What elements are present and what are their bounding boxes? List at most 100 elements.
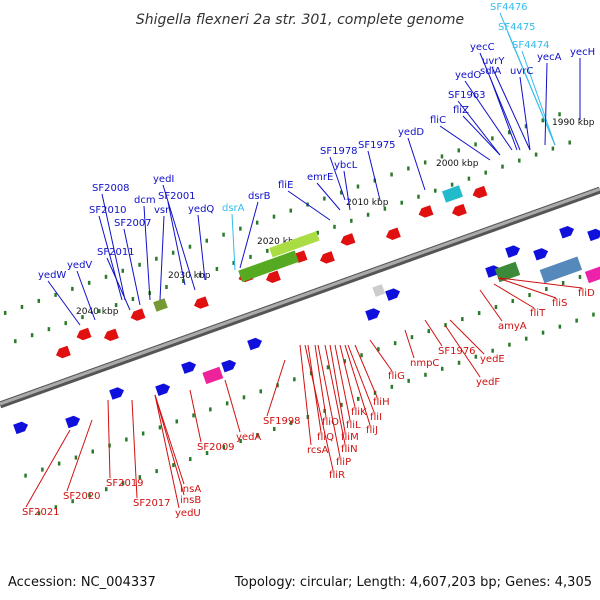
feature-block xyxy=(153,298,168,312)
reverse-gene-arrow xyxy=(418,205,434,218)
forward-gene-arrow xyxy=(587,228,600,242)
forward-gene-label[interactable]: SF2001 xyxy=(158,191,196,202)
reverse-gene-label[interactable]: rcsA xyxy=(307,445,329,456)
forward-gene-label[interactable]: yedQ xyxy=(188,204,214,215)
scale-label: 2020 kbp xyxy=(257,237,300,247)
leader-line xyxy=(369,339,393,372)
reverse-gene-label[interactable]: fliH xyxy=(373,397,390,408)
reverse-gene-label[interactable]: fliM xyxy=(341,432,359,443)
leader-line xyxy=(66,419,93,492)
reverse-gene-arrow xyxy=(55,345,71,359)
reverse-gene-label[interactable]: yedE xyxy=(480,354,505,365)
leader-line xyxy=(497,277,557,299)
reverse-gene-label[interactable]: fliG xyxy=(388,371,405,382)
leader-line xyxy=(343,170,351,211)
feature-block xyxy=(372,284,386,297)
reverse-gene-label[interactable]: fliO xyxy=(322,417,339,428)
forward-gene-label[interactable]: dsrA xyxy=(222,203,245,214)
forward-gene-label[interactable]: ybcL xyxy=(334,160,358,171)
forward-gene-label[interactable]: SF2008 xyxy=(92,183,130,194)
reverse-gene-label[interactable]: SF2019 xyxy=(106,478,144,489)
reverse-gene-label[interactable]: fliL xyxy=(346,420,361,431)
reverse-gene-label[interactable]: insA xyxy=(180,484,201,495)
reverse-gene-label[interactable]: fliN xyxy=(341,444,358,455)
reverse-gene-label[interactable]: yedA xyxy=(236,432,261,443)
forward-gene-label[interactable]: uvrC xyxy=(510,66,533,77)
forward-gene-label[interactable]: fliZ xyxy=(453,105,469,116)
forward-gene-label[interactable]: fliE xyxy=(278,180,293,191)
reverse-gene-label[interactable]: SF2009 xyxy=(197,442,235,453)
forward-gene-label[interactable]: SF2011 xyxy=(97,247,135,258)
feature-block xyxy=(238,250,299,283)
forward-gene-label[interactable]: emrE xyxy=(307,172,333,183)
forward-gene-label[interactable]: SF4474 xyxy=(512,40,550,51)
reverse-gene-label[interactable]: nmpC xyxy=(410,358,439,369)
forward-gene-label[interactable]: dsrB xyxy=(248,191,271,202)
reverse-gene-label[interactable]: fliP xyxy=(336,457,351,468)
leader-line xyxy=(25,429,71,508)
reverse-gene-label[interactable]: SF1998 xyxy=(263,416,301,427)
forward-gene-label[interactable]: fliC xyxy=(430,115,446,126)
forward-gene-label[interactable]: yedO xyxy=(455,70,481,81)
leader-line xyxy=(493,283,535,309)
leader-line xyxy=(404,329,415,359)
leader-line xyxy=(98,215,123,301)
forward-gene-label[interactable]: yecH xyxy=(570,47,595,58)
reverse-gene-label[interactable]: SF2021 xyxy=(22,507,60,518)
leader-line xyxy=(107,399,111,479)
forward-gene-label[interactable]: yedV xyxy=(67,260,92,271)
leader-line xyxy=(491,66,531,151)
forward-gene-label[interactable]: SF1975 xyxy=(358,140,396,151)
leader-line xyxy=(266,359,286,417)
leader-line xyxy=(329,344,346,433)
forward-gene-label[interactable]: SF1963 xyxy=(448,90,486,101)
scale-labels: 1990 kbp 2000 kbp 2010 kbp 2020 kbp 2030… xyxy=(76,118,595,317)
reverse-gene-label[interactable]: amyA xyxy=(498,321,527,332)
reverse-gene-label[interactable]: yedF xyxy=(476,377,500,388)
forward-gene-label[interactable]: yecA xyxy=(537,52,562,63)
reverse-gene-label[interactable]: fliK xyxy=(351,407,367,418)
leader-line xyxy=(324,344,346,445)
forward-gene-label[interactable]: SF4476 xyxy=(490,2,528,13)
reverse-gene-label[interactable]: SF1976 xyxy=(438,346,476,357)
reverse-gene-arrow xyxy=(340,233,356,246)
forward-gene-label[interactable]: yecC xyxy=(470,42,495,53)
forward-gene-arrow xyxy=(181,361,197,374)
forward-gene-label[interactable]: sdiA xyxy=(480,66,501,77)
forward-gene-label[interactable]: SF2010 xyxy=(89,205,127,216)
forward-gene-label[interactable]: SF2007 xyxy=(114,218,152,229)
leader-line xyxy=(167,201,186,286)
forward-gene-label[interactable]: dcm xyxy=(134,195,156,206)
reverse-gene-label[interactable]: SF2020 xyxy=(63,491,101,502)
forward-gene-arrow xyxy=(13,421,29,435)
forward-gene-label[interactable]: SF4475 xyxy=(498,22,536,33)
reverse-gene-label[interactable]: fliR xyxy=(329,470,345,481)
leader-line xyxy=(544,62,548,146)
forward-gene-label[interactable]: yedW xyxy=(38,270,66,281)
forward-gene-label[interactable]: yedI xyxy=(153,174,174,185)
forward-gene-label[interactable]: vsr xyxy=(154,205,170,216)
reverse-gene-label[interactable]: fliS xyxy=(552,298,567,309)
leader-line xyxy=(189,389,202,443)
forward-gene-label[interactable]: SF1978 xyxy=(320,146,358,157)
leader-line xyxy=(159,215,165,301)
reverse-gene-label[interactable]: fliQ xyxy=(317,432,334,443)
forward-gene-label[interactable]: uvrY xyxy=(482,56,505,67)
reverse-gene-label[interactable]: fliD xyxy=(578,288,595,299)
reverse-gene-arrow xyxy=(103,328,119,342)
forward-gene-arrow xyxy=(485,265,501,278)
reverse-gene-label[interactable]: insB xyxy=(180,495,201,506)
reverse-gene-label[interactable]: fliJ xyxy=(366,425,378,436)
reverse-gene-label[interactable]: yedU xyxy=(175,508,201,519)
leader-line xyxy=(367,150,381,201)
reverse-gene-label[interactable]: fliI xyxy=(370,412,382,423)
forward-gene-label[interactable]: yedD xyxy=(398,127,424,138)
accession-text: Accession: NC_004337 xyxy=(8,575,156,590)
scale-label: 2000 kbp xyxy=(436,159,479,169)
reverse-gene-label[interactable]: fliT xyxy=(530,308,546,319)
track-ticks xyxy=(3,112,598,516)
leader-line xyxy=(299,344,312,446)
reverse-gene-label[interactable]: SF2017 xyxy=(133,498,171,509)
leader-line xyxy=(439,125,491,161)
forward-gene-arrow xyxy=(505,245,521,258)
